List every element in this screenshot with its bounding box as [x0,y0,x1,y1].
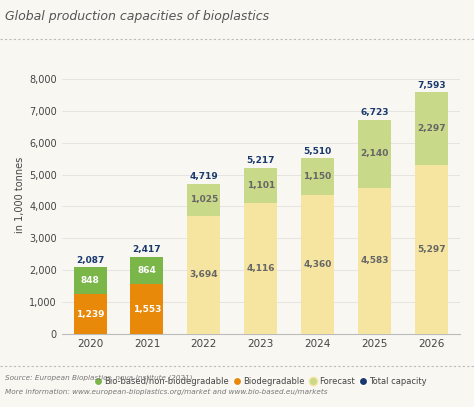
Bar [130,257,164,284]
Text: 2,140: 2,140 [360,149,389,158]
Text: 5,217: 5,217 [246,156,275,165]
Text: 1,150: 1,150 [303,172,332,181]
Bar [187,216,220,334]
Text: Source: European Bioplastics, nova-Institute (2021): Source: European Bioplastics, nova-Insti… [5,374,192,381]
Bar [415,165,448,334]
Text: 1,553: 1,553 [133,304,161,313]
Text: 3,694: 3,694 [190,271,218,280]
Bar [244,203,277,334]
Bar [73,267,107,294]
Text: 1,239: 1,239 [76,310,104,319]
Text: 2,297: 2,297 [417,124,446,133]
Text: 4,583: 4,583 [360,256,389,265]
Text: 5,297: 5,297 [417,245,446,254]
Text: 4,360: 4,360 [303,260,332,269]
Text: 4,719: 4,719 [190,172,218,181]
Text: 4,116: 4,116 [246,264,275,273]
Bar [358,188,391,334]
Bar [358,120,391,188]
Text: 864: 864 [137,266,156,275]
Text: More information: www.european-bioplastics.org/market and www.bio-based.eu/marke: More information: www.european-bioplasti… [5,389,327,395]
Text: 1,025: 1,025 [190,195,218,204]
Text: 5,510: 5,510 [303,147,332,156]
Text: 1,101: 1,101 [246,181,275,190]
Bar [301,195,334,334]
Text: 848: 848 [81,276,100,285]
Legend: Bio-based/non-biodegradable, Biodegradable, Forecast, Total capacity: Bio-based/non-biodegradable, Biodegradab… [92,374,429,389]
Bar [130,284,164,334]
Bar [301,158,334,195]
Bar [73,294,107,334]
Text: 7,593: 7,593 [417,81,446,90]
Y-axis label: in 1,000 tonnes: in 1,000 tonnes [15,157,25,234]
Text: Global production capacities of bioplastics: Global production capacities of bioplast… [5,10,269,23]
Text: 2,087: 2,087 [76,256,104,265]
Text: 6,723: 6,723 [360,108,389,117]
Text: 2,417: 2,417 [133,245,161,254]
Bar [244,168,277,203]
Bar [415,92,448,165]
Bar [187,184,220,216]
